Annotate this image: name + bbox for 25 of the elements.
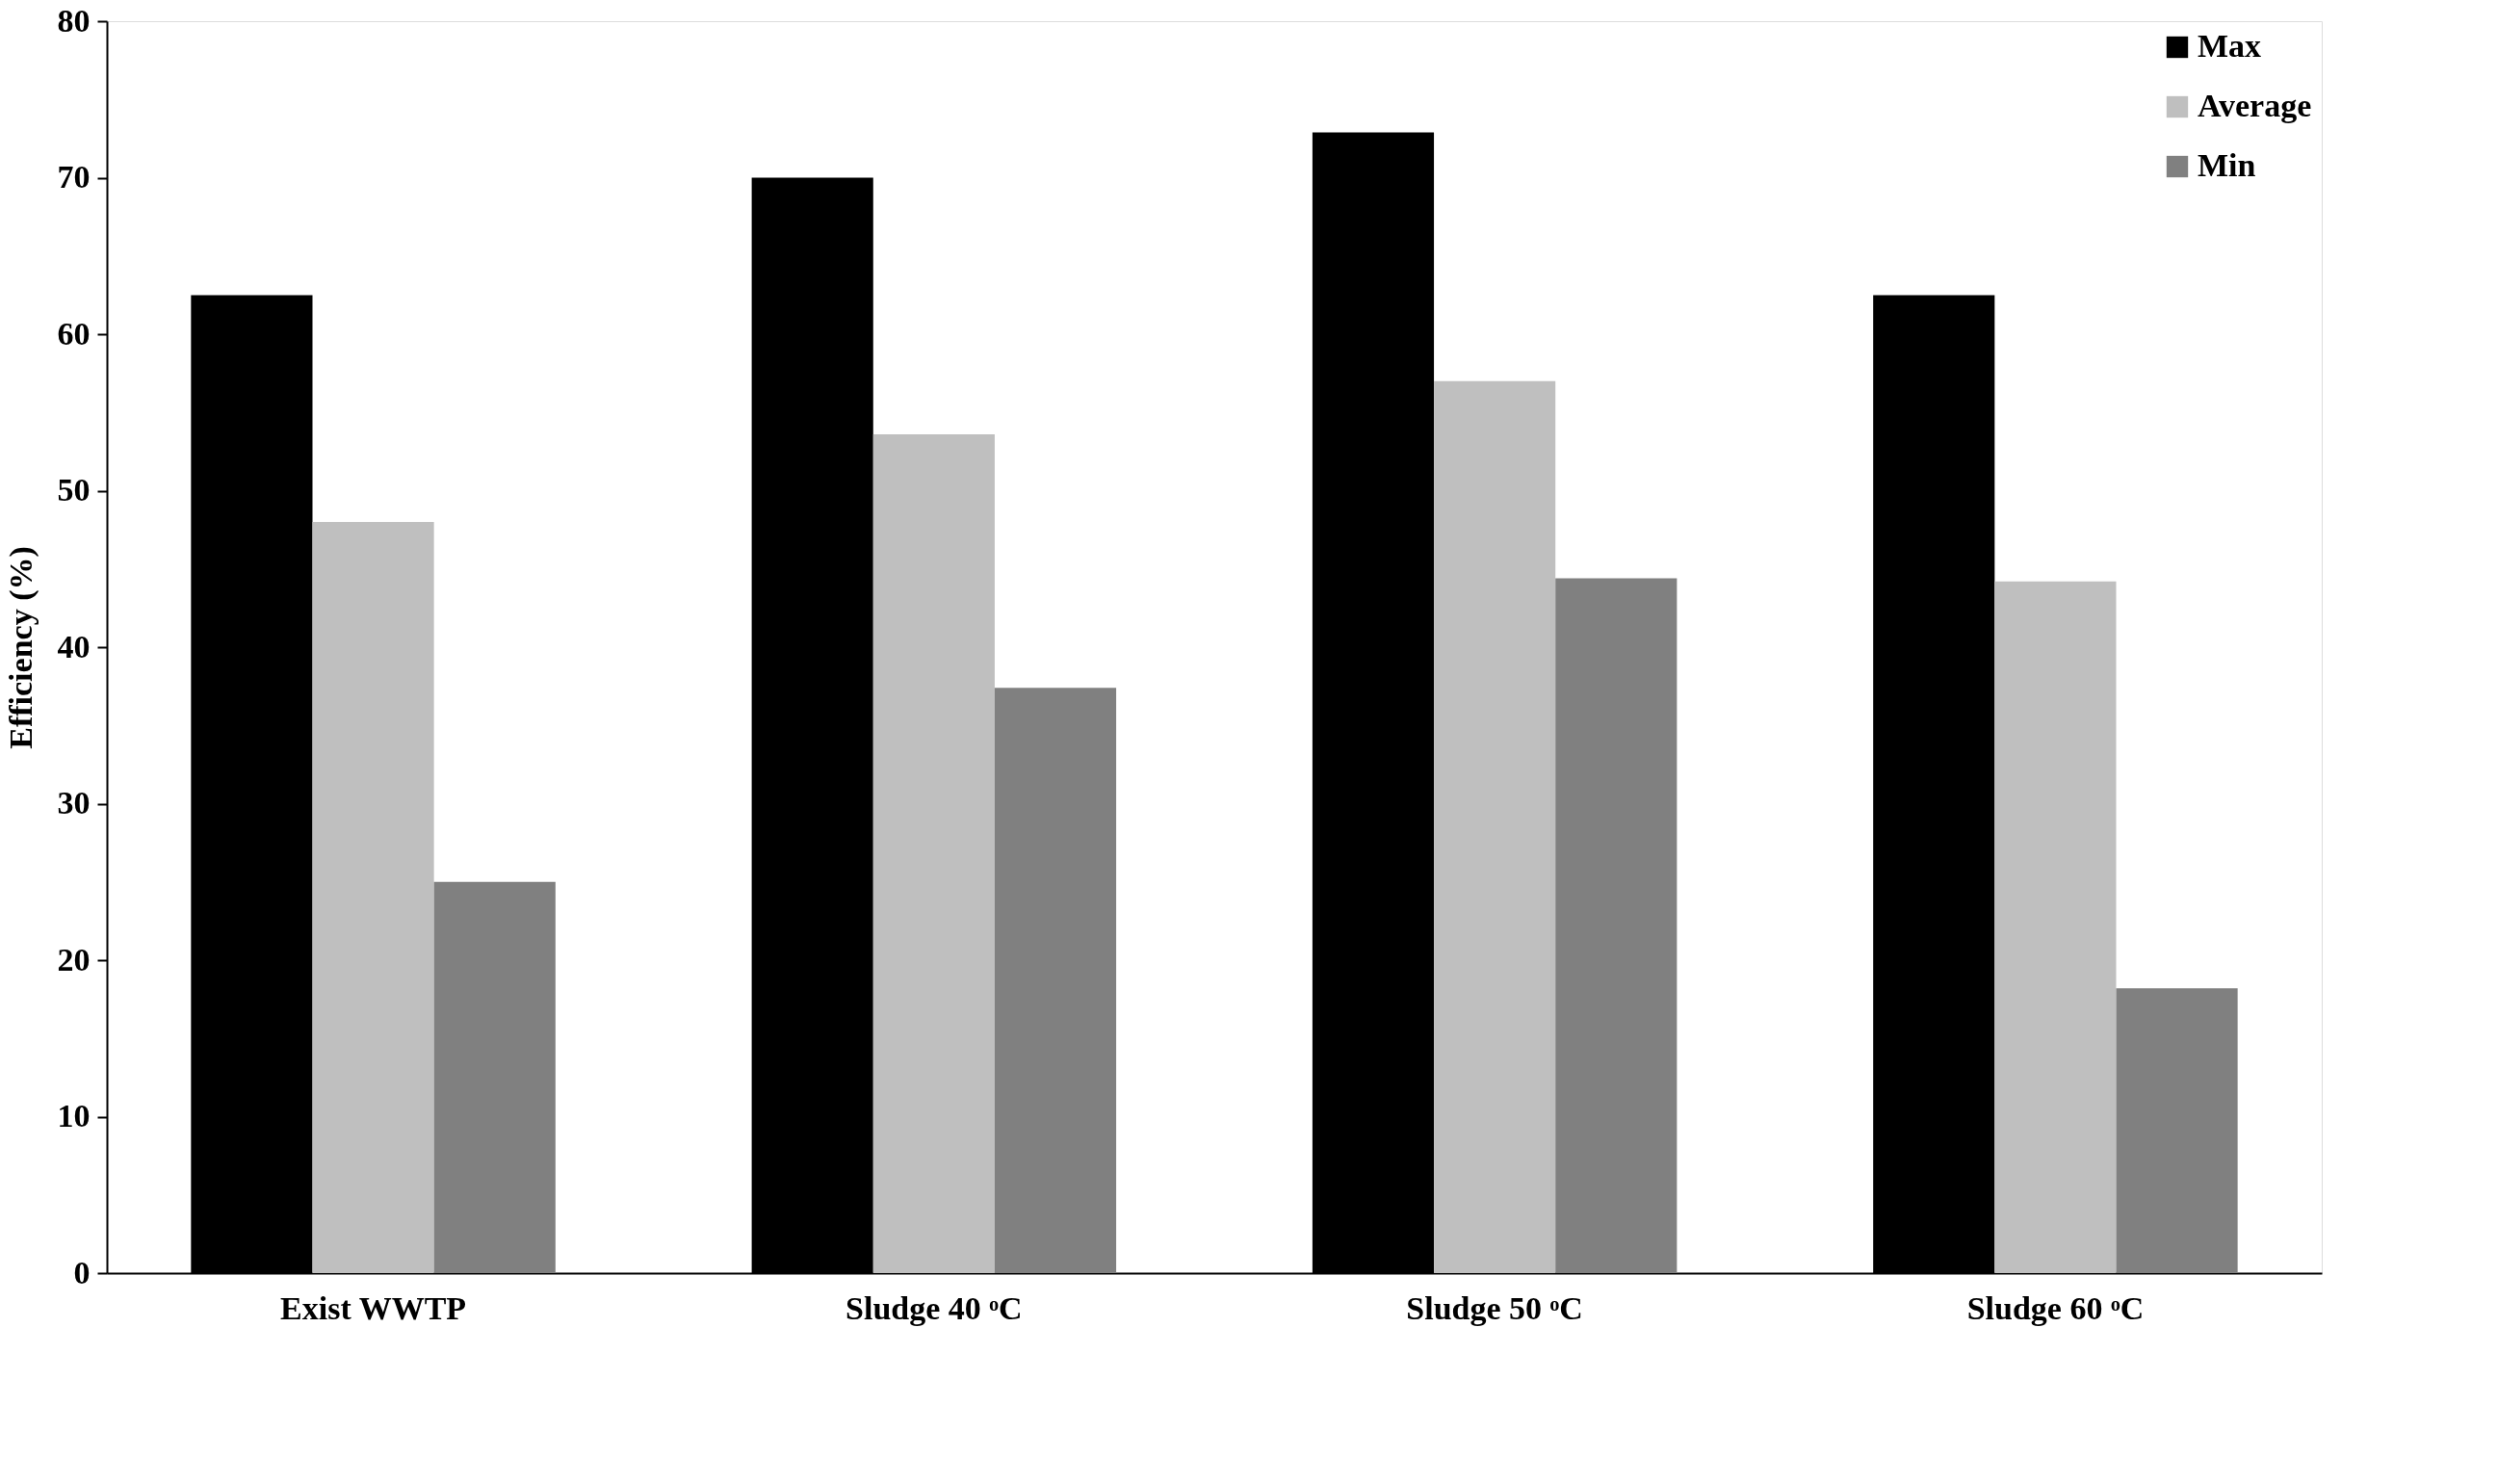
y-tick-label: 10 [57, 1098, 91, 1133]
bar [1994, 581, 2117, 1273]
y-tick-label: 30 [57, 785, 91, 820]
legend-label: Average [2198, 88, 2312, 123]
x-tick-label: Sludge 50 ᵒC [1406, 1289, 1583, 1326]
x-tick-label: Sludge 40 ᵒC [845, 1289, 1023, 1326]
bar [994, 688, 1117, 1273]
x-tick-label: Exist WWTP [280, 1289, 467, 1326]
legend-label: Min [2198, 147, 2256, 183]
y-tick-label: 60 [57, 315, 91, 351]
y-tick-label: 70 [57, 159, 91, 195]
y-tick-label: 40 [57, 628, 91, 664]
y-tick-label: 20 [57, 941, 91, 977]
bar [433, 881, 556, 1273]
y-tick-label: 0 [73, 1254, 91, 1290]
bar [312, 522, 434, 1273]
y-tick-label: 50 [57, 472, 91, 508]
bar [1434, 380, 1556, 1273]
legend-label: Max [2198, 28, 2262, 64]
x-tick-label: Sludge 60 ᵒC [1966, 1289, 2145, 1326]
y-axis-title: Efficiency (%) [2, 546, 39, 749]
bar [2116, 988, 2238, 1273]
bar [1555, 578, 1678, 1273]
bar [872, 434, 995, 1273]
y-tick-label: 80 [57, 2, 91, 39]
